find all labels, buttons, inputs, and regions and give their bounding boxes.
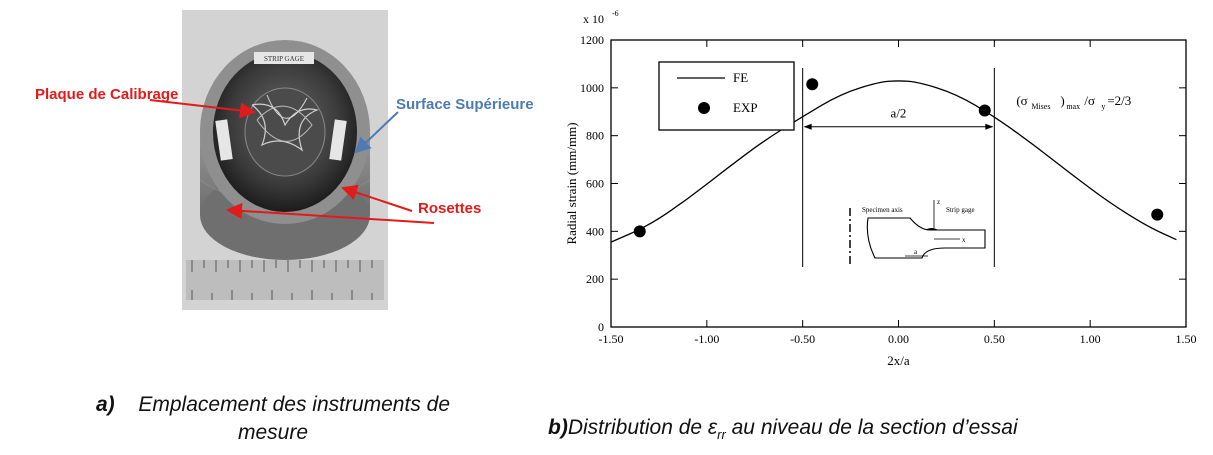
x-axis-label: 2x/a [887, 353, 910, 368]
x-tick-label: -0.50 [790, 332, 815, 346]
ratio-base: (σ [1016, 93, 1027, 108]
y-tick-label: 200 [586, 272, 604, 286]
inset-a-label: a [914, 248, 918, 256]
legend-fe-label: FE [733, 70, 748, 85]
y-tick-label: 800 [586, 129, 604, 143]
ratio-slash: /σ [1084, 93, 1095, 108]
legend-exp-label: EXP [733, 100, 758, 115]
caption-a: a) Emplacement des instruments de [58, 393, 488, 417]
y-tick-label: 1000 [580, 81, 604, 95]
caption-b-text-pre: Distribution de ε [567, 416, 718, 439]
x-tick-label: 0.50 [984, 332, 1005, 346]
inset-strip-gage-label: Strip gage [946, 206, 975, 214]
inset-x-label: x [962, 236, 966, 244]
ratio-tail: =2/3 [1107, 93, 1131, 108]
photo-label-top: STRIP GAGE [264, 55, 304, 63]
legend-box [658, 61, 795, 131]
specimen-photo-drawing: STRIP GAGE [182, 10, 388, 310]
ratio-sub-mises: Mises [1031, 102, 1050, 111]
inset-strip-gage-mark [925, 228, 938, 230]
ratio-paren: ) [1060, 93, 1064, 108]
inset-specimen-outline [866, 217, 986, 259]
caption-a-line2: mesure [237, 421, 309, 444]
arrow-surface [354, 111, 399, 154]
arrow-plaque [149, 99, 256, 119]
series-exp-point [1151, 208, 1164, 221]
legend-exp-swatch [698, 102, 710, 114]
series-exp-point [633, 225, 646, 238]
caption-b: b)Distribution de εrr au niveau de la se… [548, 416, 1018, 442]
series-fe-line [610, 80, 1177, 243]
caption-b-letter: b) [548, 416, 568, 439]
y-tick-label: 0 [598, 320, 604, 334]
x-tick-label: -1.00 [694, 332, 719, 346]
arrow-rosette-left [226, 202, 435, 224]
caption-a-letter: a) [95, 393, 115, 416]
specimen-photo: STRIP GAGE [182, 10, 388, 310]
x-tick-label: 1.50 [1176, 332, 1197, 346]
series-exp-point [806, 78, 819, 91]
y-tick-label: 400 [586, 224, 604, 238]
callout-surface: Surface Supérieure [396, 96, 534, 113]
radial-strain-chart: -1.50 -1.00 -0.50 0.00 0.50 1.00 1.50 0 200 400 60… [564, 9, 1197, 368]
ratio-sub-max: max [1066, 102, 1080, 111]
y-multiplier: x 10 [583, 12, 604, 26]
y-tick-label: 600 [586, 177, 604, 191]
y-axis-label: Radial strain (mm/mm) [564, 122, 579, 244]
callout-arrows [149, 99, 435, 224]
y-tick-label: 1200 [580, 33, 604, 47]
caption-b-sub: rr [717, 427, 726, 443]
x-tick-label: 0.00 [888, 332, 909, 346]
inset-z-label: z [937, 198, 940, 206]
inset-specimen-axis-label: Specimen axis [862, 206, 903, 214]
span-arrow-right [985, 123, 994, 130]
arrow-rosette-right [341, 184, 413, 212]
caption-b-text-post: au niveau de la section d’essai [725, 416, 1018, 439]
callout-rosettes: Rosettes [418, 200, 482, 217]
ratio-sub-y: y [1101, 102, 1105, 111]
callout-plaque: Plaque de Calibrage [35, 86, 179, 103]
caption-a-line1: Emplacement des instruments de [138, 393, 451, 416]
x-tick-label: 1.00 [1080, 332, 1101, 346]
span-label: a/2 [891, 106, 907, 121]
series-exp-point [978, 104, 991, 117]
x-tick-label: -1.50 [599, 332, 624, 346]
span-arrow-left [803, 123, 812, 130]
ruler-ticks [191, 260, 373, 300]
y-multiplier-exp: -6 [612, 9, 619, 18]
